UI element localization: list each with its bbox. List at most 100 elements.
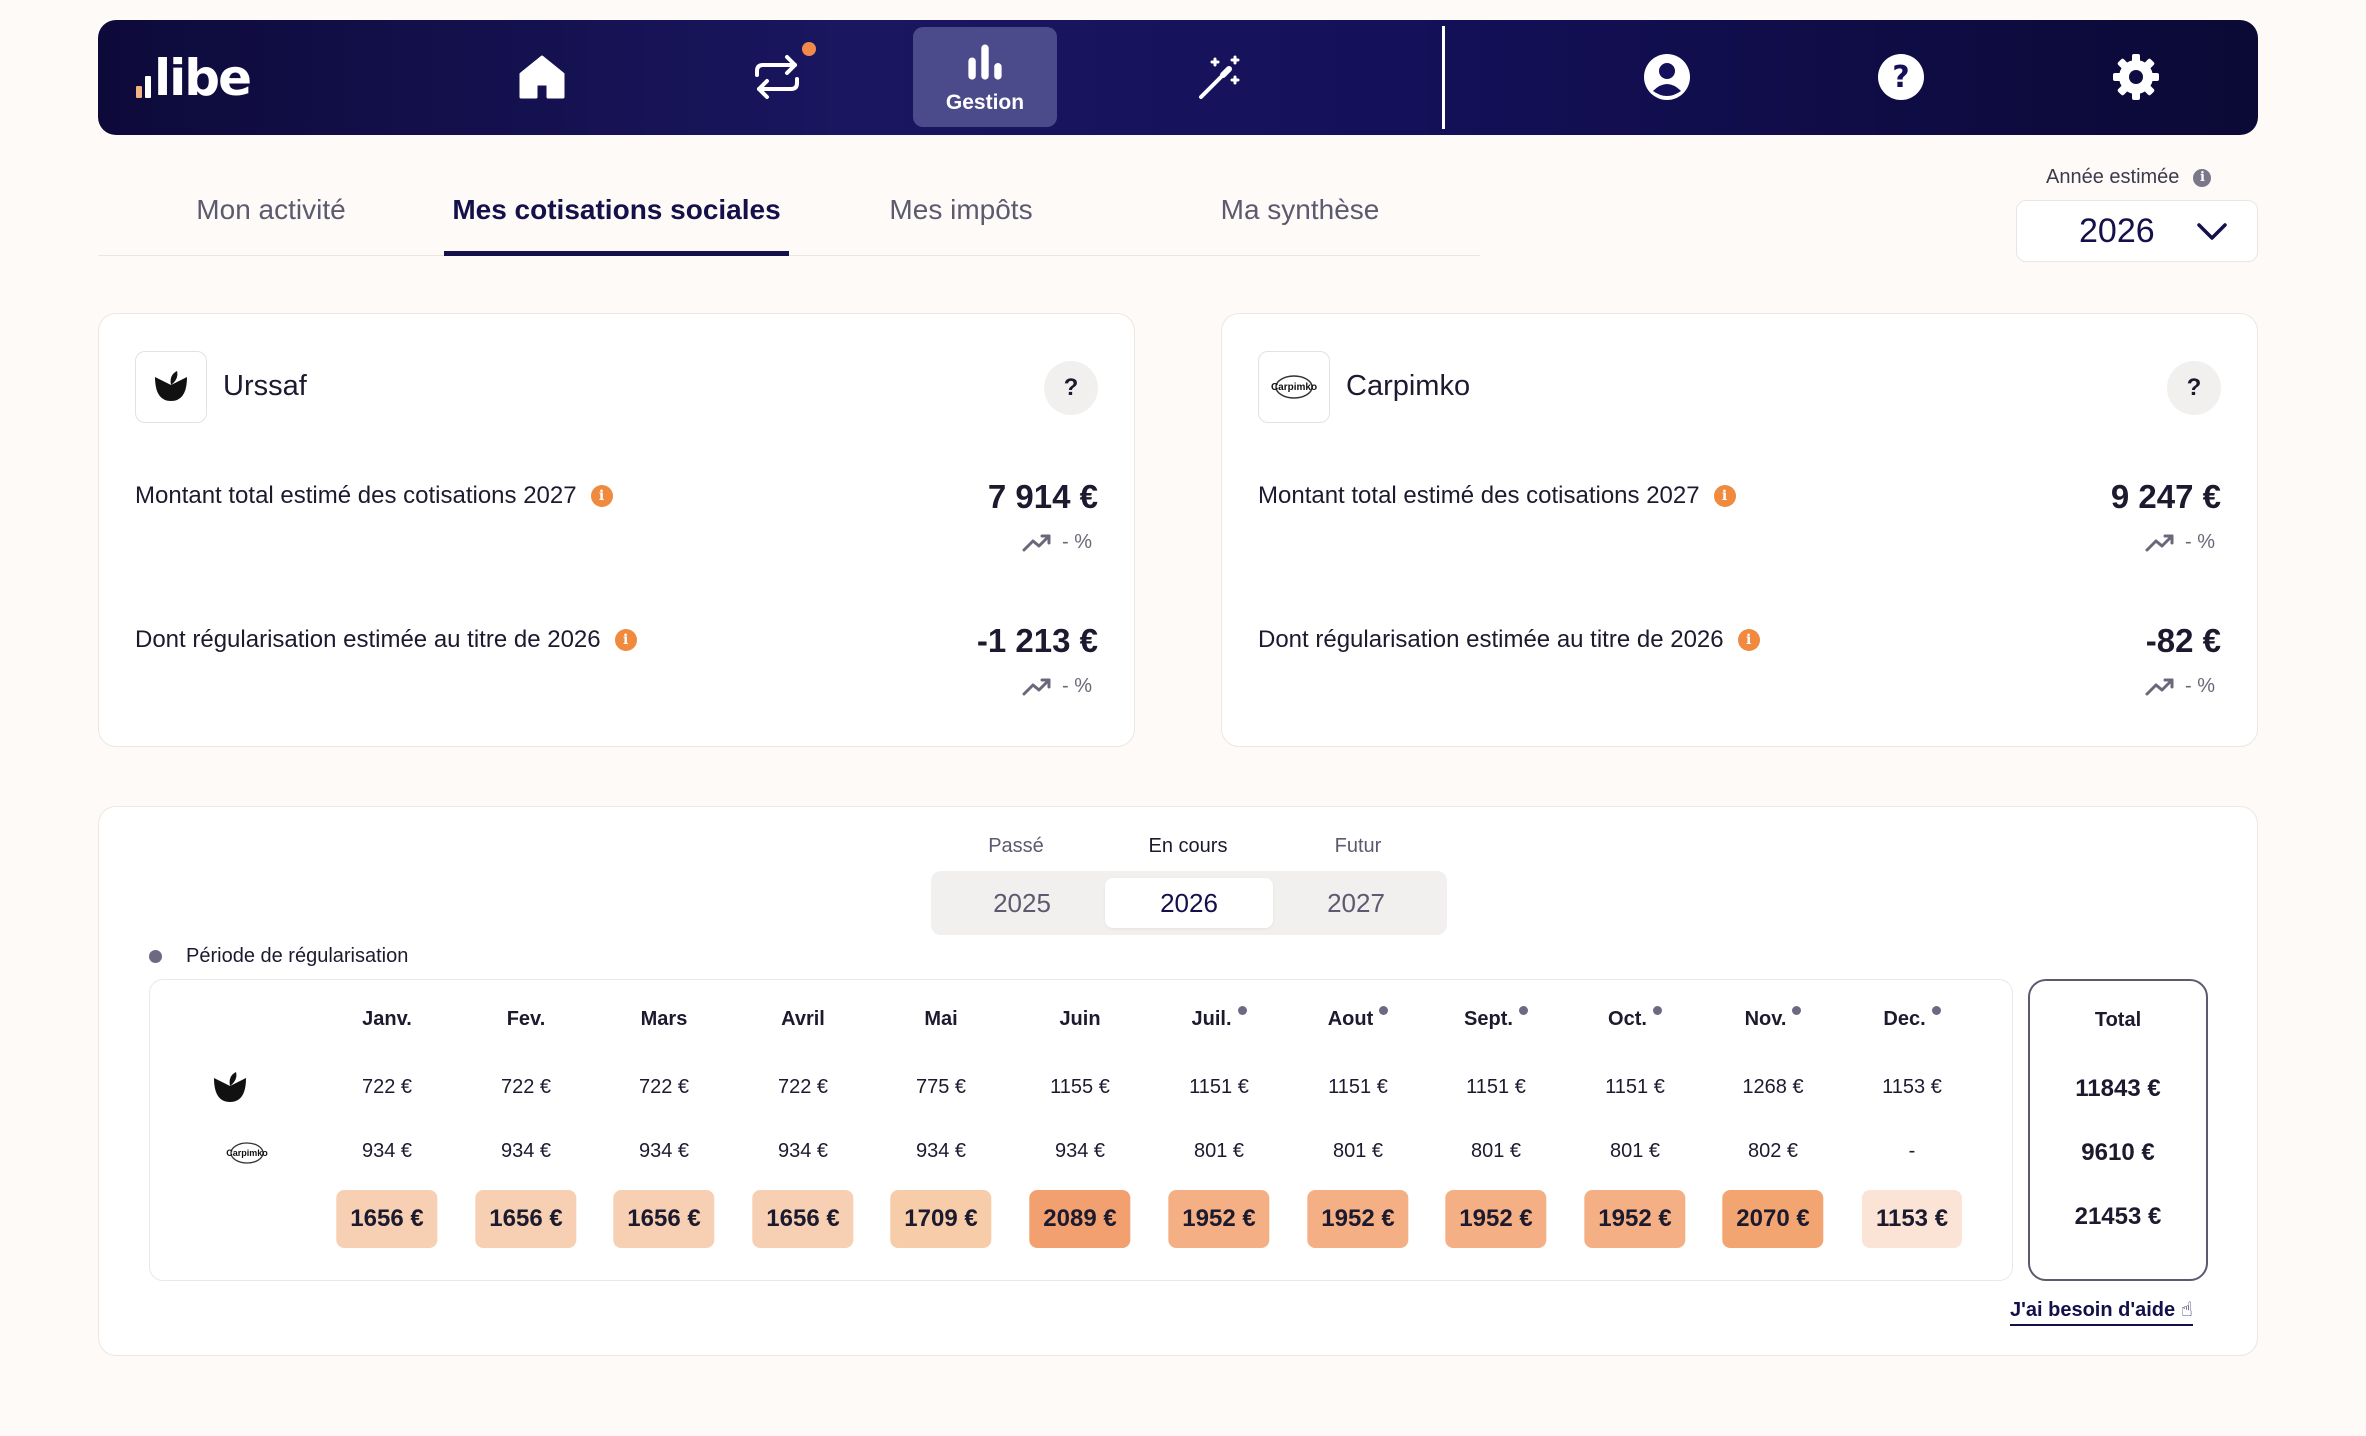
- month-total-badge: 1952 €: [1168, 1190, 1270, 1248]
- info-icon[interactable]: i: [2193, 168, 2212, 187]
- trend-up-icon: [2145, 678, 2174, 695]
- urssaf-amount: 1151 €: [1466, 1076, 1526, 1098]
- total-trend: - %: [2145, 531, 2215, 554]
- year-option-2025[interactable]: 2025: [993, 887, 1051, 918]
- month-header: Oct.: [1580, 1006, 1690, 1031]
- tab-synthese[interactable]: Ma synthèse: [1220, 194, 1380, 225]
- trend-up-icon: [1022, 678, 1051, 695]
- urssaf-amount: 722 €: [777, 1076, 829, 1098]
- urssaf-amount: 775 €: [915, 1076, 967, 1098]
- regularisation-dot-icon: [1237, 1006, 1247, 1015]
- logo-bars-icon: [136, 76, 151, 98]
- urssaf-amount: 1151 €: [1605, 1076, 1665, 1098]
- tab-activite[interactable]: Mon activité: [196, 194, 346, 225]
- info-icon[interactable]: i: [590, 485, 613, 507]
- nav-gestion-label: Gestion: [945, 91, 1025, 114]
- reg-trend: - %: [2145, 675, 2215, 698]
- month-column: Fev. 722 € 934 € 1656 €: [471, 980, 581, 1280]
- carpimko-amount: 934 €: [500, 1140, 552, 1162]
- total-label: Montant total estimé des cotisations 202…: [1258, 482, 1736, 510]
- year-option-2027[interactable]: 2027: [1327, 887, 1385, 918]
- month-header: Aout: [1303, 1006, 1413, 1031]
- year-select[interactable]: 2026: [2016, 200, 2258, 262]
- year-option-2026[interactable]: 2026: [1105, 878, 1273, 928]
- month-name: Oct.: [1608, 1008, 1647, 1030]
- carpimko-row-icon-text: Carpimko: [226, 1148, 268, 1158]
- legend-dot-icon: [149, 950, 162, 963]
- help-button[interactable]: ?: [2167, 361, 2221, 415]
- year-select-label-text: Année estimée: [2046, 166, 2180, 188]
- year-select-label: Année estimée i: [2046, 166, 2212, 189]
- carpimko-amount: -: [1908, 1140, 1916, 1162]
- month-header: Mars: [609, 1008, 719, 1031]
- carpimko-amount: 801 €: [1470, 1140, 1522, 1162]
- regularisation-dot-icon: [1652, 1006, 1662, 1015]
- month-column: Janv. 722 € 934 € 1656 €: [332, 980, 442, 1280]
- urssaf-logo-icon: [155, 371, 187, 401]
- month-name: Sept.: [1464, 1008, 1513, 1030]
- nav-gestion-button[interactable]: Gestion: [913, 27, 1057, 127]
- month-column: Mai 775 € 934 € 1709 €: [886, 980, 996, 1280]
- month-header: Juil.: [1164, 1006, 1274, 1031]
- svg-text:?: ?: [1892, 60, 1909, 95]
- reg-label: Dont régularisation estimée au titre de …: [135, 626, 637, 654]
- month-column: Juin 1155 € 934 € 2089 €: [1025, 980, 1135, 1280]
- month-header: Avril: [748, 1008, 858, 1031]
- regularisation-dot-icon: [1379, 1006, 1389, 1015]
- top-navbar: libe Gestion: [98, 20, 2258, 135]
- month-total-badge: 1656 €: [475, 1190, 577, 1248]
- total-urssaf: 11843 €: [2075, 1075, 2161, 1102]
- help-button[interactable]: ?: [1044, 361, 1098, 415]
- tab-cotisations[interactable]: Mes cotisations sociales: [444, 194, 789, 256]
- trend-text: - %: [1062, 675, 1092, 697]
- monthly-grid: Carpimko Janv. 722 € 934 € 1656 € Fev. 722 € 9…: [149, 979, 2013, 1281]
- month-column: Oct. 1151 € 801 € 1952 €: [1580, 980, 1690, 1280]
- total-trend: - %: [1022, 531, 1092, 554]
- reg-label-text: Dont régularisation estimée au titre de …: [1258, 626, 1724, 653]
- month-total-badge: 1952 €: [1445, 1190, 1547, 1248]
- tab-impots[interactable]: Mes impôts: [889, 194, 1033, 225]
- libe-logo[interactable]: libe: [136, 50, 252, 106]
- month-name: Fev.: [506, 1008, 546, 1030]
- month-column: Mars 722 € 934 € 1656 €: [609, 980, 719, 1280]
- monthly-panel: Passé En cours Futur 2025 2026 2027 Péri…: [98, 806, 2258, 1356]
- nav-magic-button[interactable]: [1147, 27, 1291, 127]
- month-total-badge: 2089 €: [1029, 1190, 1131, 1248]
- nav-profile-button[interactable]: [1595, 27, 1739, 127]
- month-header: Sept.: [1441, 1006, 1551, 1031]
- nav-home-button[interactable]: [470, 27, 614, 127]
- carpimko-logo-text: Carpimko: [1271, 382, 1317, 393]
- carpimko-logo: Carpimko: [1258, 351, 1330, 423]
- notification-dot: [802, 42, 816, 56]
- year-select-value: 2026: [2079, 211, 2155, 250]
- carpimko-amount: 802 €: [1747, 1140, 1799, 1162]
- year-segmented-control: 2025 2026 2027: [931, 871, 1447, 935]
- info-icon[interactable]: i: [614, 629, 637, 651]
- month-total-badge: 1952 €: [1584, 1190, 1686, 1248]
- total-amount: 9 247 €: [2110, 478, 2221, 515]
- month-header: Janv.: [332, 1008, 442, 1031]
- legend-label: Période de régularisation: [186, 945, 409, 967]
- total-label: Montant total estimé des cotisations 202…: [135, 482, 613, 510]
- legend: Période de régularisation: [149, 945, 408, 968]
- month-column: Sept. 1151 € 801 € 1952 €: [1441, 980, 1551, 1280]
- carpimko-amount: 801 €: [1193, 1140, 1245, 1162]
- regularisation-dot-icon: [1931, 1006, 1941, 1015]
- info-icon[interactable]: i: [1713, 485, 1736, 507]
- reg-amount: -82 €: [2145, 622, 2221, 659]
- month-total-badge: 1656 €: [336, 1190, 438, 1248]
- month-column: Nov. 1268 € 802 € 2070 €: [1718, 980, 1828, 1280]
- urssaf-amount: 1268 €: [1742, 1076, 1804, 1098]
- total-column: Total 11843 € 9610 € 21453 €: [2028, 979, 2208, 1281]
- trend-text: - %: [1062, 531, 1092, 553]
- carpimko-amount: 934 €: [638, 1140, 690, 1162]
- help-link[interactable]: J'ai besoin d'aide ☝: [2010, 1297, 2193, 1326]
- nav-settings-button[interactable]: [2064, 27, 2208, 127]
- carpimko-amount: 934 €: [777, 1140, 829, 1162]
- month-total-badge: 2070 €: [1722, 1190, 1824, 1248]
- home-icon: [519, 55, 565, 99]
- info-icon[interactable]: i: [1737, 629, 1760, 651]
- nav-help-button[interactable]: ?: [1829, 27, 1973, 127]
- month-header: Fev.: [471, 1008, 581, 1031]
- nav-transactions-button[interactable]: [705, 27, 849, 127]
